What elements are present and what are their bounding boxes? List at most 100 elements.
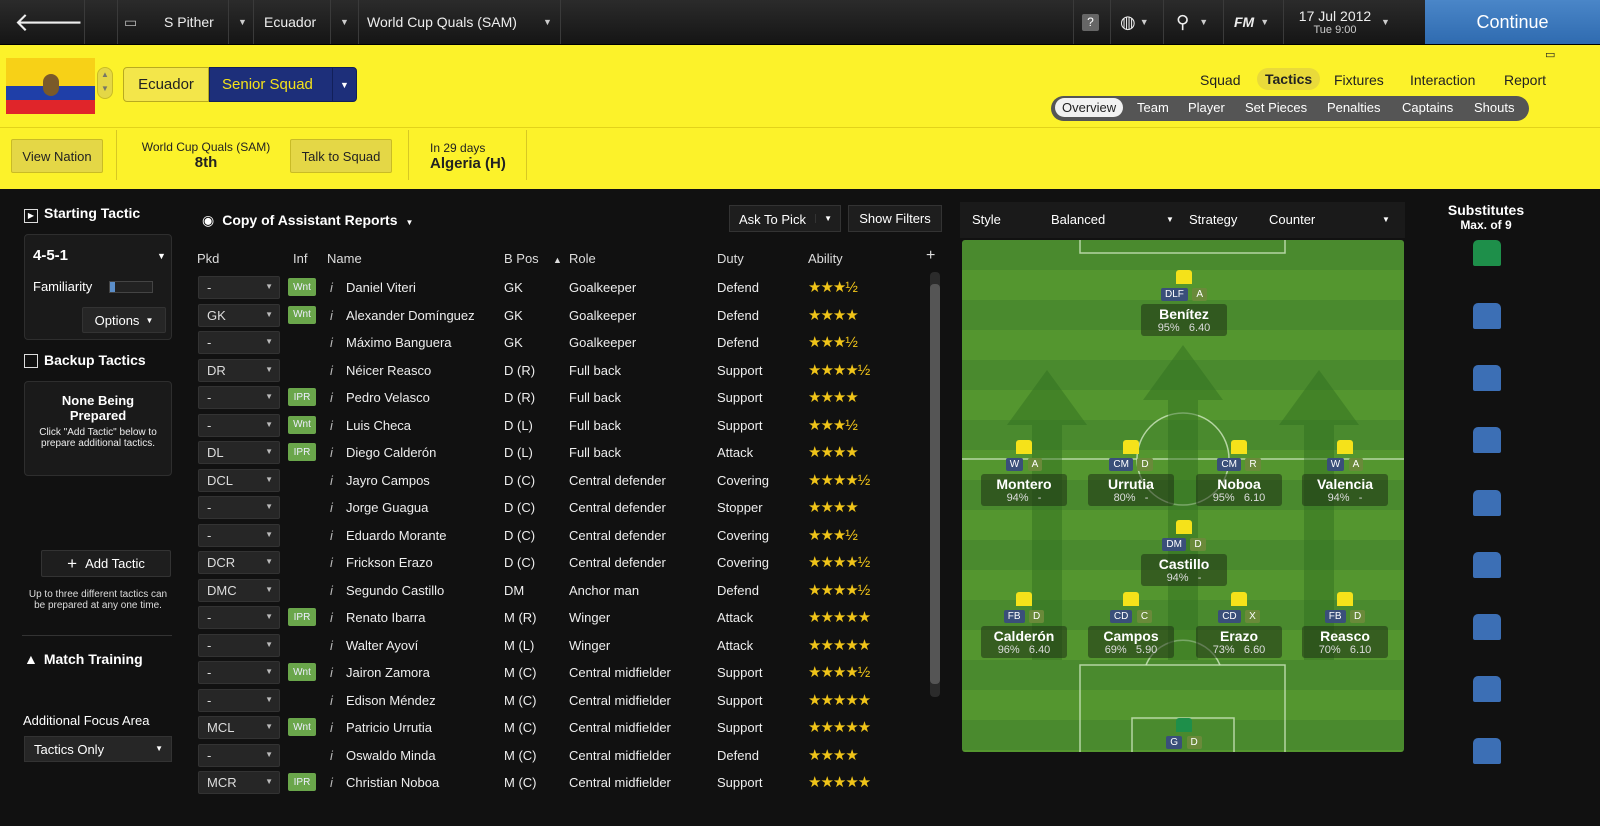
subnav-team[interactable]: Team bbox=[1137, 100, 1169, 115]
table-row[interactable]: - i Máximo Banguera GK Goalkeeper Defend ★★★½ bbox=[196, 328, 951, 356]
col-duty[interactable]: Duty bbox=[717, 251, 744, 266]
style-select[interactable]: Balanced bbox=[1051, 212, 1106, 227]
options-button[interactable]: Options ▼ bbox=[82, 307, 166, 333]
duty-badge[interactable]: D bbox=[1190, 538, 1206, 551]
col-name[interactable]: Name bbox=[327, 251, 362, 266]
table-row[interactable]: MCR IPR i Christian Noboa M (C) Central midfi… bbox=[196, 768, 951, 796]
player-name[interactable]: Oswaldo Minda bbox=[346, 747, 436, 763]
back-arrow-icon[interactable]: 🡐 bbox=[14, 6, 84, 37]
duty-badge[interactable]: D bbox=[1350, 610, 1366, 623]
fm-menu[interactable]: FM ▼ bbox=[1234, 14, 1270, 30]
strategy-select[interactable]: Counter bbox=[1269, 212, 1316, 227]
style-dropdown-icon[interactable]: ▼ bbox=[1166, 215, 1174, 224]
info-icon[interactable]: i bbox=[330, 280, 333, 295]
table-row[interactable]: DCR i Frickson Erazo D (C) Central defender C… bbox=[196, 548, 951, 576]
info-icon[interactable]: i bbox=[330, 500, 333, 515]
picked-position-select[interactable]: GK bbox=[198, 303, 280, 327]
col-role[interactable]: Role bbox=[569, 251, 596, 266]
duty-badge[interactable]: R bbox=[1245, 458, 1261, 471]
table-row[interactable]: - i Walter Ayoví M (L) Winger Attack ★★★★★ bbox=[196, 631, 951, 659]
table-row[interactable]: -IPR i Pedro Velasco D (R) Full back Support ★… bbox=[196, 383, 951, 411]
match-training-header[interactable]: ▲ Match Training bbox=[24, 651, 143, 667]
position-badge[interactable]: CM bbox=[1109, 458, 1133, 471]
position-badge[interactable]: FB bbox=[1003, 610, 1025, 623]
picked-position-select[interactable]: MCR bbox=[198, 771, 280, 794]
starting-tactic-header[interactable]: ▶ Starting Tactic bbox=[24, 205, 140, 223]
ask-dropdown-icon[interactable]: ▼ bbox=[815, 214, 832, 223]
player-card[interactable]: FB D Calderón 96% 6.40 bbox=[981, 592, 1067, 658]
duty-badge[interactable]: X bbox=[1245, 610, 1260, 623]
info-icon[interactable]: i bbox=[330, 417, 333, 433]
squad-dropdown-icon[interactable]: ▼ bbox=[332, 68, 356, 101]
info-icon[interactable]: i bbox=[330, 665, 333, 680]
position-badge[interactable]: W bbox=[1326, 458, 1345, 471]
table-row[interactable]: DCL i Jayro Campos D (C) Central defender Cov… bbox=[196, 466, 951, 494]
position-badge[interactable]: FB bbox=[1324, 610, 1346, 623]
info-icon[interactable]: i bbox=[330, 472, 333, 488]
position-badge[interactable]: CM bbox=[1217, 458, 1241, 471]
position-badge[interactable]: CD bbox=[1109, 610, 1133, 623]
duty-badge[interactable]: D bbox=[1186, 736, 1202, 749]
picked-position-select[interactable]: MCL bbox=[198, 716, 280, 739]
player-card[interactable]: CM R Noboa 95% 6.10 bbox=[1196, 440, 1282, 506]
col-pkd[interactable]: Pkd bbox=[197, 251, 220, 266]
info-icon[interactable]: i bbox=[330, 720, 333, 735]
competition-dropdown-icon[interactable]: ▼ bbox=[543, 17, 552, 27]
info-icon[interactable]: i bbox=[330, 637, 333, 653]
player-card[interactable]: CM D Urrutia 80% - bbox=[1088, 440, 1174, 506]
sub-slot[interactable] bbox=[1473, 676, 1501, 702]
picked-position-select[interactable]: DL bbox=[198, 441, 280, 464]
player-name[interactable]: Edison Méndez bbox=[346, 692, 436, 708]
picked-position-select[interactable]: DCL bbox=[198, 468, 280, 492]
manager-menu[interactable]: S Pither bbox=[164, 0, 214, 44]
table-row[interactable]: - i Eduardo Morante D (C) Central defender Co… bbox=[196, 521, 951, 549]
next-match-info[interactable]: In 29 days Algeria (H) bbox=[430, 141, 506, 172]
player-name[interactable]: Daniel Viteri bbox=[346, 280, 416, 295]
nav-report[interactable]: Report bbox=[1504, 72, 1547, 88]
duty-badge[interactable]: A bbox=[1348, 458, 1364, 471]
player-card[interactable]: G DDomínguez75% 6.70 bbox=[1141, 718, 1227, 752]
player-card[interactable]: FB D Reasco 70% 6.10 bbox=[1302, 592, 1388, 658]
team-name-button[interactable]: Ecuador bbox=[123, 67, 209, 102]
player-name[interactable]: Jayro Campos bbox=[346, 472, 430, 488]
subnav-penalties[interactable]: Penalties bbox=[1327, 100, 1381, 115]
subnav-set-pieces[interactable]: Set Pieces bbox=[1245, 100, 1308, 115]
date-display[interactable]: 17 Jul 2012 Tue 9:00 bbox=[1290, 0, 1380, 44]
player-name[interactable]: Jairon Zamora bbox=[346, 665, 430, 680]
picked-position-select[interactable]: - bbox=[198, 633, 280, 657]
info-icon[interactable]: i bbox=[330, 555, 333, 570]
nation-menu[interactable]: Ecuador bbox=[264, 0, 316, 44]
nav-tactics[interactable]: Tactics bbox=[1257, 68, 1321, 90]
focus-area-select[interactable]: Tactics Only ▼ bbox=[24, 736, 172, 762]
info-icon[interactable]: i bbox=[330, 775, 333, 790]
add-tactic-button[interactable]: + Add Tactic bbox=[41, 550, 171, 577]
table-row[interactable]: - i Oswaldo Minda M (C) Central midfielder De… bbox=[196, 741, 951, 769]
info-icon[interactable]: i bbox=[330, 307, 333, 323]
globe-icon[interactable]: ◍ ▼ bbox=[1120, 11, 1149, 32]
player-name[interactable]: Alexander Domínguez bbox=[346, 307, 475, 323]
col-bpos[interactable]: B Pos bbox=[504, 251, 539, 266]
nation-dropdown-icon[interactable]: ▼ bbox=[340, 17, 349, 27]
position-badge[interactable]: DLF bbox=[1160, 288, 1188, 301]
window-icon[interactable]: ▭ bbox=[1545, 49, 1556, 61]
table-row[interactable]: - i Edison Méndez M (C) Central midfielder Su… bbox=[196, 686, 951, 714]
player-name[interactable]: Néicer Reasco bbox=[346, 362, 432, 378]
picked-position-select[interactable]: DCR bbox=[198, 551, 280, 574]
help-icon[interactable]: ? bbox=[1082, 0, 1099, 44]
subnav-player[interactable]: Player bbox=[1188, 100, 1225, 115]
picked-position-select[interactable]: - bbox=[198, 606, 280, 629]
table-row[interactable]: - i Jorge Guagua D (C) Central defender Stopp… bbox=[196, 493, 951, 521]
picked-position-select[interactable]: - bbox=[198, 743, 280, 767]
picked-position-select[interactable]: - bbox=[198, 496, 280, 519]
duty-badge[interactable]: D bbox=[1137, 458, 1153, 471]
manager-dropdown-icon[interactable]: ▼ bbox=[238, 17, 247, 27]
picked-position-select[interactable]: - bbox=[198, 523, 280, 547]
table-row[interactable]: DMC i Segundo Castillo DM Anchor man Defend ★★… bbox=[196, 576, 951, 604]
subnav-captains[interactable]: Captains bbox=[1402, 100, 1454, 115]
squad-selector[interactable]: Senior Squad ▼ bbox=[209, 67, 357, 102]
info-icon[interactable]: i bbox=[330, 692, 333, 708]
picked-position-select[interactable]: - bbox=[198, 661, 280, 684]
duty-badge[interactable]: A bbox=[1027, 458, 1043, 471]
player-name[interactable]: Eduardo Morante bbox=[346, 527, 447, 543]
